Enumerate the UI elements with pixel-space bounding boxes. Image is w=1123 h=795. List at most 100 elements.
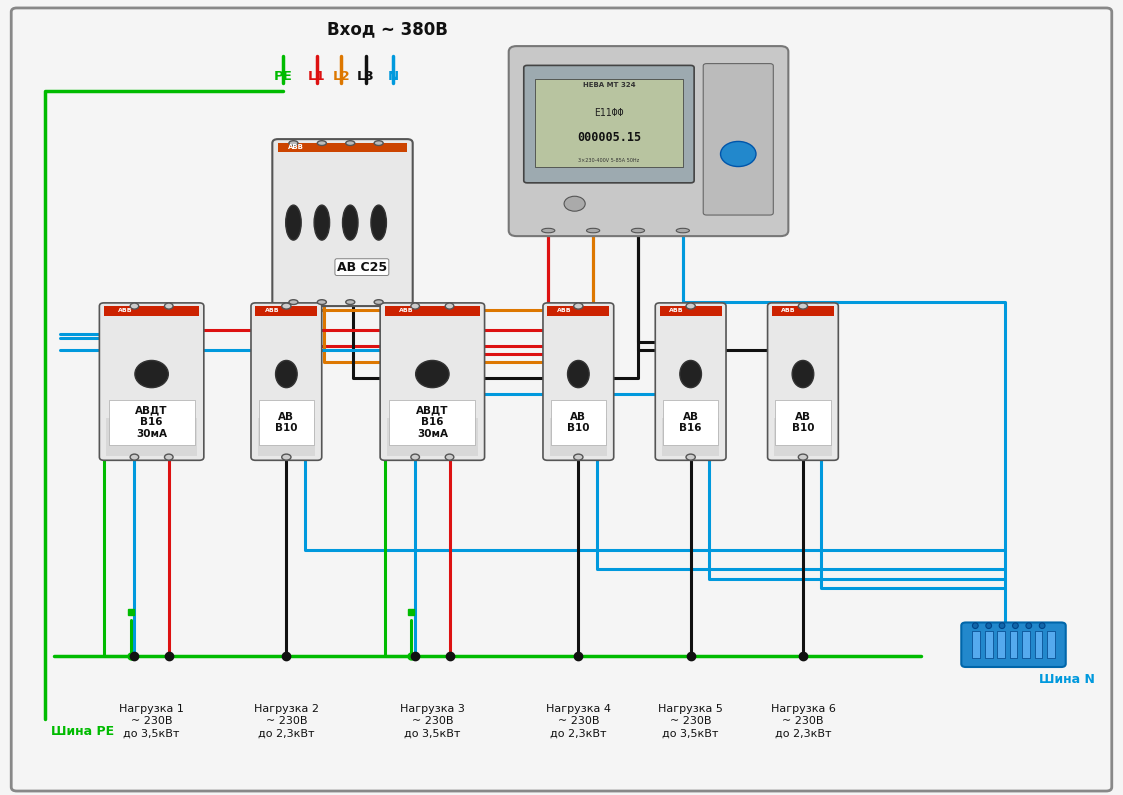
Bar [773,306,833,316]
Text: АВ
В10: АВ В10 [567,412,590,433]
Ellipse shape [686,454,695,460]
FancyBboxPatch shape [703,64,774,215]
FancyBboxPatch shape [523,65,694,183]
Ellipse shape [135,360,168,388]
Ellipse shape [798,303,807,309]
Ellipse shape [130,454,139,460]
Ellipse shape [999,622,1005,629]
Ellipse shape [416,360,449,388]
Text: Нагрузка 3
~ 230В
до 3,5кВт: Нагрузка 3 ~ 230В до 3,5кВт [400,704,465,739]
Text: ABB: ABB [557,308,572,313]
Ellipse shape [679,360,702,388]
Ellipse shape [318,141,327,145]
Ellipse shape [574,454,583,460]
Text: L2: L2 [332,71,350,83]
Bar [997,631,1005,658]
Bar [109,400,194,445]
Bar [1010,631,1017,658]
Ellipse shape [686,303,695,309]
Bar [550,400,606,445]
FancyBboxPatch shape [768,303,838,460]
Bar [985,631,993,658]
Bar [660,306,722,316]
Bar [1047,631,1054,658]
Bar [386,418,478,456]
FancyBboxPatch shape [544,303,613,460]
Text: L3: L3 [357,71,375,83]
Text: PE: PE [274,71,292,83]
FancyBboxPatch shape [380,303,485,460]
Bar [258,400,314,445]
Text: N: N [387,71,399,83]
Ellipse shape [567,360,590,388]
Bar [548,306,609,316]
Text: ABB: ABB [782,308,796,313]
Text: АВДТ
В16
30мА: АВДТ В16 30мА [136,405,167,439]
Ellipse shape [314,205,329,240]
FancyBboxPatch shape [509,46,788,236]
Ellipse shape [586,228,600,233]
Ellipse shape [346,141,355,145]
Bar [279,143,407,152]
Text: Шина N: Шина N [1039,673,1095,686]
Bar [106,418,198,456]
Ellipse shape [798,454,807,460]
Ellipse shape [346,300,355,304]
Bar [390,400,475,445]
Bar [257,418,314,456]
Ellipse shape [371,205,386,240]
Text: ABB: ABB [289,145,304,150]
FancyBboxPatch shape [655,303,727,460]
FancyBboxPatch shape [252,303,321,460]
Bar [973,631,980,658]
Bar [775,400,831,445]
Text: ABB: ABB [399,308,413,313]
Ellipse shape [1039,622,1046,629]
Ellipse shape [164,454,173,460]
Text: ABB: ABB [669,308,684,313]
Text: АВ
В10: АВ В10 [275,412,298,433]
FancyBboxPatch shape [961,622,1066,667]
Bar [775,418,831,456]
Text: Нагрузка 2
~ 230В
до 2,3кВт: Нагрузка 2 ~ 230В до 2,3кВт [254,704,319,739]
Text: АВ С25: АВ С25 [337,261,387,273]
Bar [1034,631,1042,658]
Ellipse shape [164,303,173,309]
Ellipse shape [374,141,383,145]
Ellipse shape [986,622,992,629]
Text: Шина РЕ: Шина РЕ [51,725,113,738]
Ellipse shape [676,228,690,233]
Bar [103,306,200,316]
Bar [549,418,606,456]
Ellipse shape [445,454,454,460]
Ellipse shape [289,300,298,304]
Ellipse shape [275,360,298,388]
Ellipse shape [285,205,301,240]
Ellipse shape [411,454,420,460]
Text: АВ
В16: АВ В16 [679,412,702,433]
Circle shape [564,196,585,211]
Circle shape [721,142,756,166]
Ellipse shape [1013,622,1019,629]
Ellipse shape [1026,622,1032,629]
Bar [256,306,318,316]
Ellipse shape [374,300,383,304]
Ellipse shape [411,303,420,309]
Ellipse shape [574,303,583,309]
Text: Нагрузка 1
~ 230В
до 3,5кВт: Нагрузка 1 ~ 230В до 3,5кВт [119,704,184,739]
Bar [1022,631,1030,658]
Ellipse shape [282,454,291,460]
Bar [663,418,720,456]
Ellipse shape [318,300,327,304]
FancyBboxPatch shape [272,139,413,306]
Ellipse shape [289,141,298,145]
Text: АВДТ
В16
30мА: АВДТ В16 30мА [417,405,448,439]
Ellipse shape [631,228,645,233]
Text: АВ
В10: АВ В10 [792,412,814,433]
Ellipse shape [792,360,814,388]
Ellipse shape [541,228,555,233]
Text: НЕВА МТ 324: НЕВА МТ 324 [583,82,636,87]
Ellipse shape [343,205,358,240]
Text: ABB: ABB [265,308,280,313]
Text: Вход ~ 380В: Вход ~ 380В [327,20,448,38]
